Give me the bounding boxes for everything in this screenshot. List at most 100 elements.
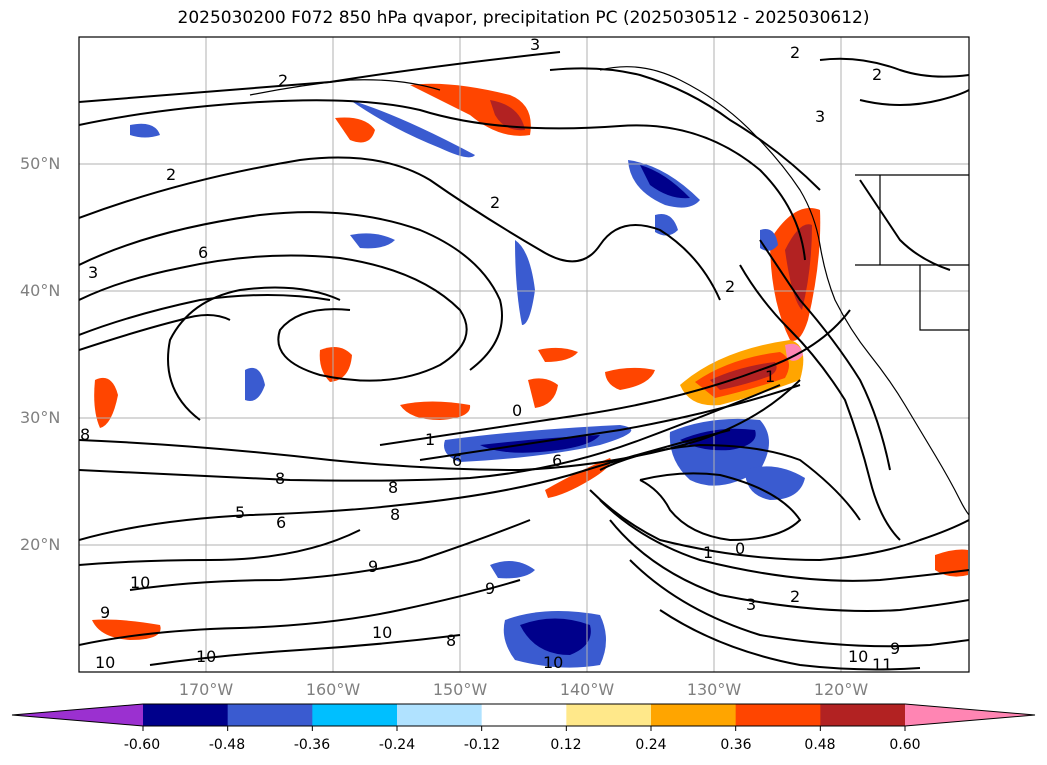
contour-label: 1 [703,543,713,562]
contour-label-group: 3 2 2 2 3 6 2 2 2 3 0 1 6 6 8 8 5 6 8 10… [80,35,900,674]
precip-negative-spot-2 [245,367,265,401]
colorbar-extend-low [12,704,143,726]
precip-gulf-spot [335,117,375,143]
grid-lines [79,37,969,672]
lon-label-130w: 130°W [686,680,742,699]
lon-label-140w: 140°W [559,680,615,699]
colorbar-segment [651,704,737,726]
colorbar [11,703,1036,731]
map-frame [78,36,970,673]
contour-label: 3 [746,595,756,614]
precip-negative-gulf-core [640,165,690,199]
precip-negative-spot-5 [490,561,535,579]
lat-label-20n: 20°N [20,535,61,554]
lon-label-150w: 150°W [432,680,488,699]
colorbar-tick: -0.12 [463,737,501,753]
precip-negative-core [480,435,600,453]
colorbar-segment [481,704,567,726]
colorbar-tick: 0.24 [635,737,667,753]
contour-label: 0 [512,401,522,420]
colorbar-tick: -0.36 [293,737,331,753]
coastline [249,66,969,516]
precip-negative-spot-6 [130,123,160,138]
contour-label: 8 [446,631,456,650]
colorbar-segment [143,704,229,726]
colorbar-tick: -0.48 [208,737,246,753]
colorbar-segment [397,704,483,726]
precip-east-edge [935,549,968,577]
contour-label: 9 [368,557,378,576]
contour-label: 2 [790,587,800,606]
precip-negative-streak-2 [350,100,475,158]
colorbar-segment [820,704,906,726]
contour-label: 9 [100,603,110,622]
colorbar-tick: 0.12 [550,737,582,753]
precip-shading [92,83,968,668]
lon-label-120w: 120°W [813,680,869,699]
colorbar-tick: -0.60 [123,737,161,753]
contour-label: 2 [872,65,882,84]
lon-label-170w: 170°W [178,680,234,699]
colorbar-tick: 0.36 [720,737,752,753]
contour-label: 8 [388,478,398,497]
precip-negative-spot-3 [655,214,678,236]
precip-negative-streak [515,240,535,325]
contour-label: 9 [890,639,900,658]
precip-mid-band-3 [605,367,655,390]
contour-label: 1 [425,430,435,449]
contour-label: 6 [552,451,562,470]
lat-label-50n: 50°N [20,154,61,173]
contour-label: 3 [88,263,98,282]
contour-label: 10 [95,653,115,672]
precip-mid-spot [319,346,352,382]
contour-label: 3 [815,107,825,126]
contour-label: 2 [278,71,288,90]
colorbar-tick: 0.60 [889,737,921,753]
contour-label: 6 [452,451,462,470]
contour-label: 1 [765,367,775,386]
colorbar-segment [312,704,398,726]
precip-mid-band-2 [538,347,578,362]
contour-label: 3 [530,35,540,54]
contour-label: 2 [166,165,176,184]
contour-label: 2 [790,43,800,62]
contour-label: 8 [275,469,285,488]
precip-west-spot [94,377,118,428]
contour-label: 8 [80,425,90,444]
contour-label: 11 [872,655,892,674]
contour-label: 8 [390,505,400,524]
lat-label-40n: 40°N [20,281,61,300]
precip-mid-band [400,401,471,420]
lon-label-160w: 160°W [305,680,361,699]
colorbar-tick: 0.48 [804,737,836,753]
precip-pink-spot [785,343,803,361]
contour-label: 2 [490,193,500,212]
colorbar-segment [566,704,652,726]
contour-label: 9 [485,579,495,598]
precip-negative-spot [350,233,395,249]
colorbar-segment [735,704,821,726]
contour-label: 6 [276,513,286,532]
map-title: 2025030200 F072 850 hPa qvapor, precipit… [177,8,870,28]
contour-label: 5 [235,503,245,522]
lat-label-30n: 30°N [20,408,61,427]
contour-label: 0 [735,539,745,558]
precip-alaska-core [490,100,525,131]
contour-label: 6 [198,243,208,262]
colorbar-extend-high [905,704,1035,726]
contour-label: 2 [725,277,735,296]
colorbar-tick: -0.24 [378,737,416,753]
contour-label: 10 [196,647,216,666]
contour-label: 10 [130,573,150,592]
precip-coast-core [785,224,812,310]
contour-label: 10 [848,647,868,666]
precip-negative-south-core [520,618,591,655]
precip-negative-east-2 [745,466,805,500]
precip-mid-spot-2 [528,378,558,408]
qvapor-contours [79,51,969,671]
precip-alaska-band [410,83,531,136]
contour-label: 10 [543,653,563,672]
colorbar-segment [227,704,313,726]
contour-label: 10 [372,623,392,642]
